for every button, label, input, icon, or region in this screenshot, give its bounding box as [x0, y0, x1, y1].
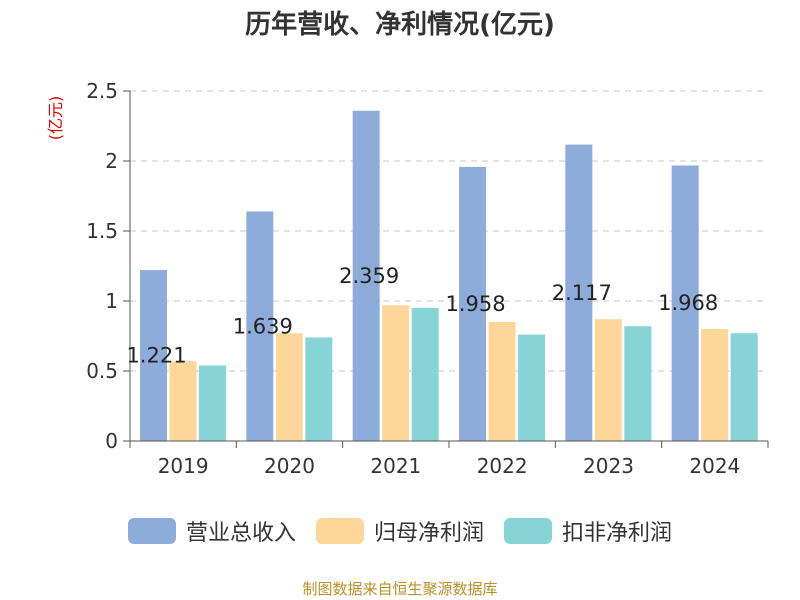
bar-2023-series-2: [624, 326, 652, 441]
bar-2020-series-2: [305, 337, 333, 441]
bar-2024-series-2: [730, 333, 758, 441]
chart-title: 历年营收、净利情况(亿元): [245, 10, 555, 40]
x-tick-label: 2020: [264, 454, 315, 478]
legend-item-revenue[interactable]: 营业总收入: [127, 515, 296, 547]
bar-2024-series-1: [701, 329, 729, 441]
legend-item-deducted-profit[interactable]: 扣非净利润: [504, 515, 672, 547]
y-tick-label: 0.5: [86, 359, 118, 383]
bar-2022-series-2: [518, 334, 545, 441]
data-labels: 1.221 1.639 2.359 1.958 2.117 1.968: [126, 264, 718, 368]
y-tick-label: 2: [105, 149, 118, 173]
legend-swatch-revenue: [127, 518, 176, 544]
bar-2021-series-0: [352, 110, 380, 442]
bar-2024-series-0: [671, 165, 699, 442]
legend-swatch-deducted-profit: [504, 518, 552, 544]
legend-item-net-profit[interactable]: 归母净利润: [315, 515, 484, 547]
x-tick-label: 2024: [689, 454, 740, 478]
bar-2020-series-1: [275, 333, 303, 441]
bar-2019-series-2: [199, 365, 226, 441]
bar-2022-series-1: [488, 322, 516, 441]
legend-label-revenue: 营业总收入: [185, 521, 296, 546]
grid-lines: [130, 90, 768, 372]
x-tick-label: 2022: [477, 454, 528, 478]
source-footer: 制图数据来自恒生聚源数据库: [302, 580, 498, 598]
y-tick-label: 1.5: [86, 219, 118, 243]
bar-2019-series-1: [169, 361, 197, 441]
bars: [140, 110, 758, 442]
x-tick-label: 2023: [583, 454, 634, 478]
data-label-revenue-2019: 1.221: [126, 344, 186, 368]
bar-2023-series-1: [594, 319, 622, 441]
y-tick-label: 0: [105, 429, 118, 453]
data-label-revenue-2020: 1.639: [233, 314, 293, 338]
bar-2021-series-2: [411, 308, 439, 441]
legend-swatch-net-profit: [315, 518, 364, 544]
bar-2019-series-0: [140, 270, 167, 441]
x-tick-label: 2019: [158, 454, 209, 478]
bar-2023-series-0: [565, 144, 593, 441]
data-label-revenue-2023: 2.117: [552, 281, 612, 305]
x-tick-label: 2021: [370, 454, 421, 478]
bar-2020-series-0: [246, 211, 274, 441]
y-tick-label: 2.5: [86, 79, 118, 103]
bar-2022-series-0: [459, 166, 486, 441]
bar-2021-series-1: [382, 305, 410, 441]
legend-label-net-profit: 归母净利润: [373, 521, 484, 546]
y-tick-label: 1: [105, 289, 118, 313]
legend: 营业总收入 归母净利润 扣非净利润: [0, 515, 800, 547]
data-label-revenue-2021: 2.359: [339, 264, 399, 288]
axes: 0 0.5 1 1.5 2 2.5 2019 2020 2021 2022 2023 2024: [86, 79, 769, 478]
data-label-revenue-2022: 1.958: [445, 292, 505, 316]
data-label-revenue-2024: 1.968: [658, 291, 718, 315]
legend-label-deducted-profit: 扣非净利润: [562, 521, 673, 546]
y-axis-unit-label: (亿元): [46, 95, 65, 141]
